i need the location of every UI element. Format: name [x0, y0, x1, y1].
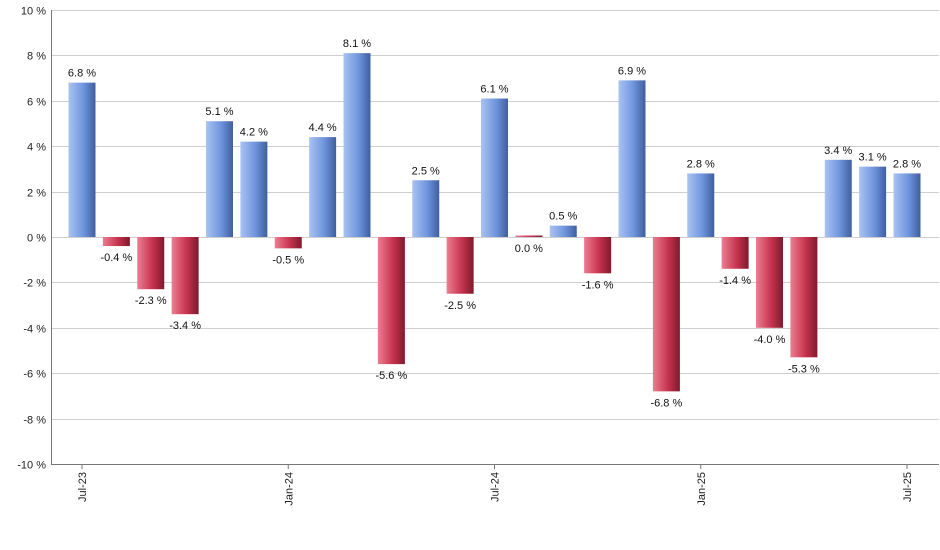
bar: [549, 225, 577, 237]
bar: [137, 237, 165, 290]
data-label: 2.8 %: [687, 158, 715, 170]
data-label: 3.4 %: [824, 145, 852, 157]
data-label: 2.5 %: [412, 165, 440, 177]
bar: [515, 235, 543, 237]
y-tick-label: 8 %: [27, 51, 46, 63]
y-tick-label: 6 %: [27, 97, 46, 109]
y-tick-label: 4 %: [27, 142, 46, 154]
data-label: 2.8 %: [893, 158, 921, 170]
data-labels: 6.8 % -0.4 % -2.3 % -3.4 % 5.1 % 4.2 % -0.5 % 4…: [68, 38, 921, 409]
data-label: -1.4 %: [719, 275, 751, 287]
bar: [446, 237, 474, 294]
bar: [756, 237, 783, 328]
data-label: 3.1 %: [859, 152, 887, 164]
data-label: 5.1 %: [205, 106, 233, 118]
data-label: -5.3 %: [788, 363, 820, 375]
bar: [618, 80, 646, 238]
bar: [171, 237, 199, 315]
data-label: -6.8 %: [650, 397, 682, 409]
y-tick-label: -8 %: [23, 415, 46, 427]
data-label: -2.5 %: [444, 300, 476, 312]
bar: [206, 121, 233, 237]
bar: [274, 237, 302, 249]
x-tick-label: Jan-25: [696, 472, 708, 506]
bar: [309, 137, 337, 237]
y-tick-label: -2 %: [23, 278, 46, 290]
data-label: 8.1 %: [343, 38, 371, 50]
y-tick-label: -10 %: [17, 460, 46, 472]
bar: [824, 159, 852, 237]
bar: [859, 166, 887, 237]
bar: [377, 237, 405, 365]
bar: [721, 237, 749, 269]
bar: [481, 98, 508, 237]
y-tick-label: 2 %: [27, 188, 46, 200]
x-tick-label: Jul-25: [902, 472, 914, 502]
y-tick-label: -4 %: [23, 324, 46, 336]
bar: [790, 237, 818, 358]
bar: [240, 141, 268, 237]
bar: [893, 173, 921, 237]
tick-labels: 10 % 8 % 6 % 4 % 2 % 0 % -2 % -4 % -6 % -8 % -10 %…: [17, 6, 914, 506]
bar: [687, 173, 715, 237]
data-label: -0.5 %: [272, 254, 304, 266]
data-label: 0.5 %: [549, 211, 577, 223]
x-tick-label: Jul-23: [77, 472, 89, 502]
axes: [51, 10, 939, 469]
x-tick-label: Jul-24: [490, 472, 502, 502]
y-tick-label: -6 %: [23, 369, 46, 381]
data-label: 4.2 %: [240, 127, 268, 139]
data-label: 4.4 %: [309, 122, 337, 134]
data-label: 6.9 %: [618, 65, 646, 77]
x-tick-label: Jan-24: [283, 472, 295, 506]
bar: [68, 82, 96, 237]
data-label: 6.1 %: [480, 84, 508, 96]
data-label: -1.6 %: [582, 279, 614, 291]
bars: [68, 53, 921, 392]
data-label: -5.6 %: [375, 370, 407, 382]
bar: [102, 237, 130, 247]
data-label: -3.4 %: [169, 320, 201, 332]
data-label: 6.8 %: [68, 68, 96, 80]
y-tick-label: 0 %: [27, 233, 46, 245]
bar: [652, 237, 680, 392]
bar: [412, 180, 440, 237]
data-label: -2.3 %: [135, 295, 167, 307]
data-label: -0.4 %: [100, 252, 132, 264]
y-tick-label: 10 %: [21, 6, 46, 18]
bar: [584, 237, 612, 274]
bar: [343, 53, 371, 237]
data-label: 0.0 %: [515, 243, 543, 255]
data-label: -4.0 %: [754, 334, 786, 346]
